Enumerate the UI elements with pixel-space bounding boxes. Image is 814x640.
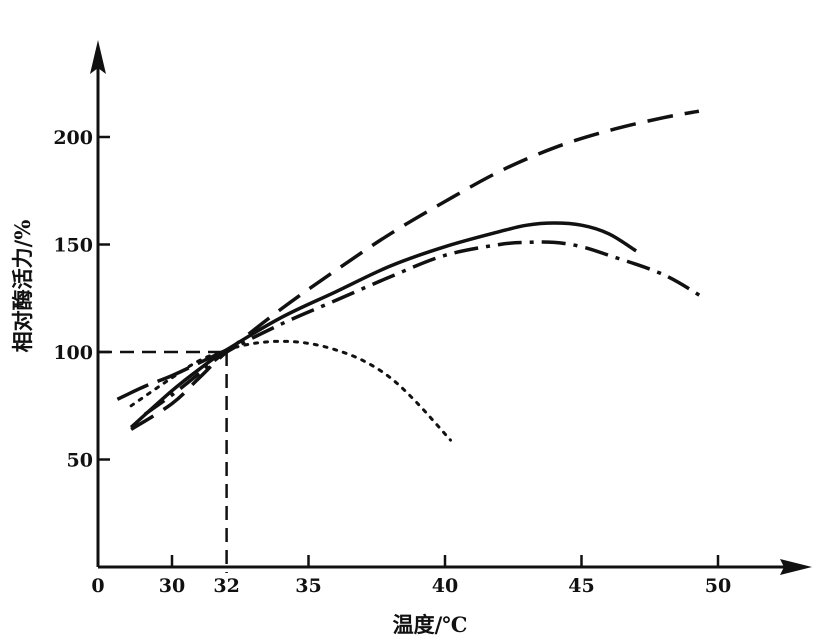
y-tick-label-50: 50	[67, 450, 93, 472]
tick-labels: 50 100 150 200 30 32 35 40 45 50 0	[53, 127, 731, 597]
y-axis-title: 相对酶活力/%	[10, 220, 35, 353]
x-tick-label-40: 40	[432, 575, 458, 597]
series-line-dotted	[129, 339, 452, 442]
y-tick-label-200: 200	[53, 127, 93, 149]
series-line-solid	[129, 221, 638, 429]
x-origin-label: 0	[91, 575, 104, 597]
series-group	[116, 109, 706, 442]
x-tick-label-30: 30	[159, 575, 185, 597]
x-tick-label-45: 45	[568, 575, 594, 597]
y-tick-label-150: 150	[53, 235, 93, 257]
x-axis-title: 温度/℃	[393, 612, 468, 637]
x-tick-label-32: 32	[213, 575, 239, 597]
y-axis-arrow	[90, 40, 106, 74]
series-line-dashed	[130, 109, 700, 431]
reference-lines	[98, 350, 228, 573]
x-tick-label-50: 50	[705, 575, 731, 597]
axes	[90, 40, 812, 575]
series-line-dash-dot	[143, 240, 706, 416]
x-axis-arrow	[780, 559, 812, 575]
series-line-long-dash	[116, 348, 228, 401]
x-tick-label-35: 35	[295, 575, 321, 597]
y-tick-label-100: 100	[53, 342, 93, 364]
